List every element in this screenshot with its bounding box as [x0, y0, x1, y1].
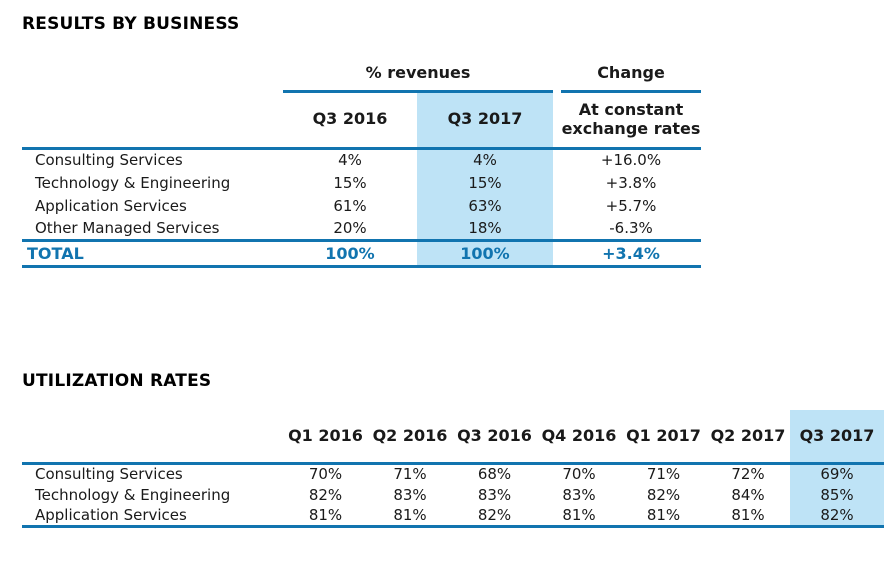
cell-q3-2017: 4%	[417, 148, 553, 171]
cell-value: 83%	[562, 485, 596, 504]
cell-change: -6.3%	[609, 218, 653, 237]
cell-q3-2016: 15%	[333, 173, 367, 192]
table-row: Technology & Engineering 82% 83% 83% 83%…	[22, 484, 884, 505]
column-header-q3-2017-highlighted: Q3 2017	[417, 91, 553, 150]
spacer-cell	[553, 148, 561, 171]
spacer-cell	[553, 217, 561, 240]
column-header-q2-2017: Q2 2017	[706, 410, 790, 465]
revenues-group-header: % revenues	[283, 56, 553, 93]
cell-q3-2017: 63%	[417, 194, 553, 217]
column-header-row: Q1 2016 Q2 2016 Q3 2016 Q4 2016 Q1 2017 …	[22, 410, 884, 465]
cell-value: 83%	[393, 485, 427, 504]
row-label: Technology & Engineering	[35, 173, 231, 192]
table-row: Other Managed Services 20% 18% -6.3%	[22, 217, 701, 240]
cell-change: +16.0%	[600, 151, 662, 170]
spacer-cell	[553, 238, 561, 268]
column-header-q4-2016: Q4 2016	[537, 410, 621, 465]
total-q3-2016: 100%	[283, 238, 417, 268]
cell-change: +5.7%	[605, 196, 657, 215]
cell-value: 71%	[646, 465, 681, 484]
results-by-business-table: % revenues Change Q3 2016 Q3 2017 At con…	[22, 56, 701, 268]
spacer-cell	[553, 91, 561, 150]
column-header-row: Q3 2016 Q3 2017 At constant exchange rat…	[22, 91, 701, 150]
table-row: Technology & Engineering 15% 15% +3.8%	[22, 171, 701, 194]
row-label: Other Managed Services	[35, 218, 220, 237]
cell-value: 81%	[283, 505, 368, 528]
spacer-cell	[553, 56, 561, 91]
cell-value: 71%	[393, 465, 427, 484]
empty-cell	[22, 56, 283, 91]
utilization-rates-title: UTILIZATION RATES	[22, 371, 212, 391]
column-header-q3-2017-highlighted: Q3 2017	[790, 410, 884, 465]
spacer-cell	[553, 194, 561, 217]
empty-cell	[22, 91, 283, 150]
change-group-header: Change	[561, 56, 701, 93]
cell-value: 70%	[308, 465, 343, 484]
cell-value: 72%	[731, 465, 765, 484]
cell-value: 70%	[562, 465, 596, 484]
total-label: TOTAL	[22, 238, 283, 268]
group-header-row: % revenues Change	[22, 56, 701, 93]
cell-value: 81%	[537, 505, 621, 528]
utilization-rates-table: Q1 2016 Q2 2016 Q3 2016 Q4 2016 Q1 2017 …	[22, 410, 884, 528]
cell-change: +3.8%	[605, 173, 657, 192]
cell-value: 81%	[706, 505, 790, 528]
cell-value: 81%	[621, 505, 706, 528]
row-label: Consulting Services	[35, 465, 183, 484]
cell-value: 82%	[646, 485, 681, 504]
table-row: Consulting Services 4% 4% +16.0%	[22, 148, 701, 171]
cell-value: 68%	[477, 465, 512, 484]
table-row: Application Services 81% 81% 82% 81% 81%…	[22, 505, 884, 528]
column-header-q1-2017: Q1 2017	[621, 410, 706, 465]
column-header-q1-2016: Q1 2016	[283, 410, 368, 465]
cell-value: 82%	[452, 505, 537, 528]
spacer-cell	[553, 171, 561, 194]
cell-value-highlighted: 85%	[790, 484, 884, 505]
cell-q3-2016: 20%	[333, 218, 367, 237]
column-header-change: At constant exchange rates	[561, 91, 701, 150]
empty-cell	[22, 410, 283, 465]
cell-q3-2017: 15%	[417, 171, 553, 194]
total-row: TOTAL 100% 100% +3.4%	[22, 238, 701, 268]
cell-value: 83%	[477, 485, 512, 504]
column-header-q3-2016: Q3 2016	[452, 410, 537, 465]
row-label: Application Services	[22, 505, 283, 528]
table-row: Consulting Services 70% 71% 68% 70% 71% …	[22, 463, 884, 484]
results-by-business-title: RESULTS BY BUSINESS	[22, 14, 240, 34]
cell-value-highlighted: 69%	[790, 463, 884, 484]
cell-q3-2017: 18%	[417, 217, 553, 240]
table-row: Application Services 61% 63% +5.7%	[22, 194, 701, 217]
column-header-q2-2016: Q2 2016	[368, 410, 452, 465]
row-label: Consulting Services	[35, 151, 183, 170]
column-header-q3-2016: Q3 2016	[283, 91, 417, 150]
cell-value-highlighted: 82%	[790, 505, 884, 528]
total-change: +3.4%	[561, 238, 701, 268]
cell-q3-2016: 4%	[338, 151, 362, 170]
cell-value: 82%	[308, 485, 343, 504]
total-q3-2017: 100%	[417, 238, 553, 268]
row-label: Technology & Engineering	[35, 485, 231, 504]
cell-value: 81%	[368, 505, 452, 528]
cell-value: 84%	[731, 485, 765, 504]
row-label: Application Services	[35, 196, 187, 215]
cell-q3-2016: 61%	[333, 196, 367, 215]
